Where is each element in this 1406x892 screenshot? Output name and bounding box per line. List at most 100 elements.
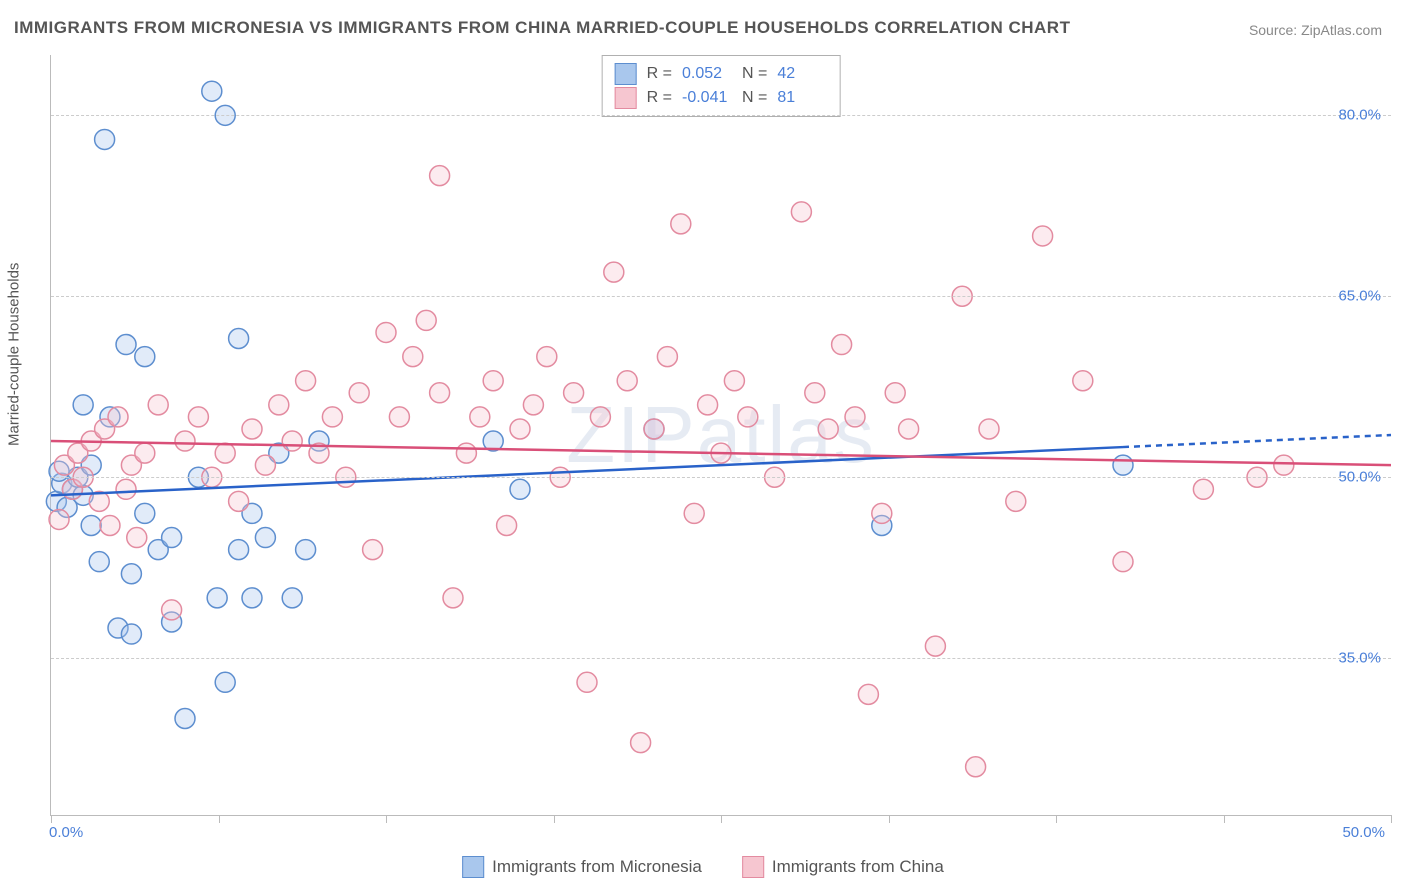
chart-title: IMMIGRANTS FROM MICRONESIA VS IMMIGRANTS…: [14, 18, 1070, 38]
scatter-point: [116, 335, 136, 355]
scatter-point: [1193, 479, 1213, 499]
x-tick: [721, 815, 722, 823]
scatter-point: [296, 371, 316, 391]
scatter-point: [121, 564, 141, 584]
grid-line: [51, 658, 1391, 659]
legend-row-0: R = 0.052 N = 42: [615, 62, 828, 86]
scatter-point: [631, 733, 651, 753]
scatter-point: [202, 81, 222, 101]
scatter-point: [805, 383, 825, 403]
bottom-legend: Immigrants from Micronesia Immigrants fr…: [462, 856, 944, 878]
x-tick: [386, 815, 387, 823]
x-tick: [1056, 815, 1057, 823]
scatter-point: [858, 684, 878, 704]
scatter-point: [255, 528, 275, 548]
x-tick-label: 0.0%: [49, 824, 83, 841]
y-tick-label: 50.0%: [1338, 469, 1381, 486]
plot-area: ZIPatlas R = 0.052 N = 42 R = -0.041 N =…: [50, 55, 1391, 816]
scatter-point: [899, 419, 919, 439]
scatter-point: [590, 407, 610, 427]
legend-n-label-0: N =: [742, 62, 767, 86]
scatter-point: [979, 419, 999, 439]
grid-line: [51, 115, 1391, 116]
y-axis-label: Married-couple Households: [6, 263, 23, 446]
scatter-point: [296, 540, 316, 560]
legend-r-value-0: 0.052: [682, 62, 732, 86]
x-tick: [1391, 815, 1392, 823]
correlation-legend: R = 0.052 N = 42 R = -0.041 N = 81: [602, 55, 841, 117]
scatter-point: [135, 503, 155, 523]
x-tick: [889, 815, 890, 823]
scatter-point: [376, 322, 396, 342]
source-label: Source:: [1249, 22, 1297, 38]
legend-r-label-1: R =: [647, 86, 672, 110]
x-tick: [554, 815, 555, 823]
scatter-point: [684, 503, 704, 523]
scatter-point: [1033, 226, 1053, 246]
bottom-legend-item-1: Immigrants from China: [742, 856, 944, 878]
grid-line: [51, 477, 1391, 478]
scatter-point: [229, 540, 249, 560]
scatter-point: [617, 371, 637, 391]
y-tick-label: 35.0%: [1338, 650, 1381, 667]
scatter-point: [564, 383, 584, 403]
scatter-point: [81, 515, 101, 535]
scatter-point: [148, 395, 168, 415]
scatter-point: [845, 407, 865, 427]
scatter-point: [49, 509, 69, 529]
scatter-point: [229, 491, 249, 511]
chart-source: Source: ZipAtlas.com: [1249, 22, 1382, 38]
scatter-point: [175, 431, 195, 451]
scatter-point: [73, 395, 93, 415]
scatter-point: [698, 395, 718, 415]
scatter-point: [403, 347, 423, 367]
scatter-point: [430, 383, 450, 403]
legend-row-1: R = -0.041 N = 81: [615, 86, 828, 110]
scatter-point: [116, 479, 136, 499]
scatter-point: [135, 347, 155, 367]
scatter-point: [242, 419, 262, 439]
scatter-point: [644, 419, 664, 439]
scatter-point: [282, 431, 302, 451]
legend-r-label-0: R =: [647, 62, 672, 86]
scatter-point: [1073, 371, 1093, 391]
scatter-point: [255, 455, 275, 475]
scatter-point: [95, 129, 115, 149]
scatter-point: [657, 347, 677, 367]
scatter-point: [108, 407, 128, 427]
scatter-point: [818, 419, 838, 439]
scatter-point: [229, 328, 249, 348]
scatter-point: [322, 407, 342, 427]
scatter-point: [443, 588, 463, 608]
scatter-point: [1006, 491, 1026, 511]
scatter-point: [456, 443, 476, 463]
x-tick: [219, 815, 220, 823]
scatter-point: [162, 528, 182, 548]
scatter-point: [483, 371, 503, 391]
bottom-legend-label-1: Immigrants from China: [772, 857, 944, 877]
scatter-point: [100, 515, 120, 535]
scatter-point: [885, 383, 905, 403]
scatter-point: [604, 262, 624, 282]
scatter-point: [430, 166, 450, 186]
scatter-point: [537, 347, 557, 367]
bottom-legend-item-0: Immigrants from Micronesia: [462, 856, 702, 878]
scatter-point: [832, 335, 852, 355]
scatter-point: [389, 407, 409, 427]
x-tick: [51, 815, 52, 823]
scatter-point: [282, 588, 302, 608]
trend-line-dashed: [1123, 435, 1391, 447]
y-tick-label: 65.0%: [1338, 288, 1381, 305]
scatter-point: [510, 419, 530, 439]
scatter-point: [349, 383, 369, 403]
legend-swatch-0: [615, 63, 637, 85]
scatter-point: [121, 624, 141, 644]
scatter-point: [215, 672, 235, 692]
scatter-point: [215, 443, 235, 463]
x-tick: [1224, 815, 1225, 823]
scatter-point: [872, 503, 892, 523]
scatter-point: [135, 443, 155, 463]
legend-swatch-1: [615, 87, 637, 109]
scatter-point: [242, 588, 262, 608]
scatter-point: [207, 588, 227, 608]
